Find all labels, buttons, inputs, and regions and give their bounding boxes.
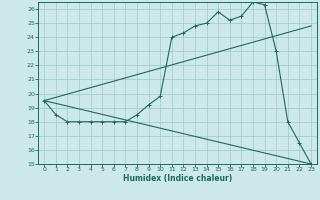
X-axis label: Humidex (Indice chaleur): Humidex (Indice chaleur) <box>123 174 232 183</box>
